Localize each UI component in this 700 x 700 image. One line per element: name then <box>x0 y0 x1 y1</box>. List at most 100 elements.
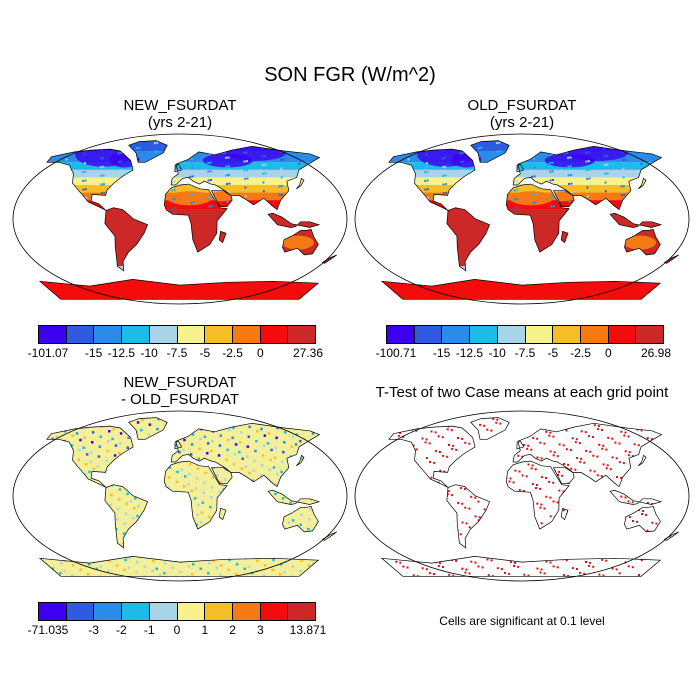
coastline-greenland <box>128 417 168 440</box>
colorbar-new-label: -7.5 <box>166 346 188 360</box>
coastline-nz <box>663 531 680 541</box>
colorbar-old-label: -5 <box>547 346 559 360</box>
land-field <box>381 417 679 577</box>
colorbar-new-swatch-1 <box>39 326 67 343</box>
colorbar-new-label: -10 <box>140 346 158 360</box>
coastline-southamerica <box>446 207 491 272</box>
coastline-northamerica <box>46 148 134 211</box>
panel-title-diff-line1: NEW_FSURDAT <box>123 374 237 391</box>
panel-title-diff: NEW_FSURDAT - OLD_FSURDAT <box>10 374 350 408</box>
colorbar-new-label: -15 <box>84 346 103 360</box>
coastline-greenland <box>470 140 510 163</box>
colorbar-diff-label: 13.871 <box>289 623 327 637</box>
colorbar-old-labels: -100.71 -15 -12.5 -10 -7.5 -5 -2.5 0 26.98 <box>376 346 671 360</box>
coastline-indonesia <box>609 489 663 505</box>
coastlines <box>380 140 680 300</box>
colorbar-new-swatch-5 <box>149 326 178 343</box>
colorbar-diff-swatch-6 <box>177 603 206 620</box>
coastline-uk <box>516 163 525 173</box>
map-new-fsurdat <box>12 133 348 305</box>
coastline-japan <box>296 454 305 467</box>
panel-title-ttest: T-Test of two Case means at each grid po… <box>375 384 669 401</box>
coastline-madagascar <box>218 230 227 244</box>
colorbar-diff-swatch-7 <box>205 603 233 620</box>
colorbar-old-swatch-10 <box>636 326 664 343</box>
panel-title-old: OLD_FSURDAT (yrs 2-21) <box>352 97 692 131</box>
panel-title-new-line1: NEW_FSURDAT <box>123 97 237 114</box>
colorbar-diff-labels: -71.035 -3 -2 -1 0 1 2 3 13.871 <box>28 623 327 637</box>
coastline-antarctica <box>380 279 662 300</box>
colorbar-old-swatch-5 <box>497 326 526 343</box>
colorbar-new <box>38 325 316 344</box>
coastline-madagascar <box>218 507 227 521</box>
coastline-northamerica <box>388 425 476 488</box>
colorbar-new-label: 27.36 <box>292 346 324 360</box>
colorbar-new-label: 0 <box>257 346 264 360</box>
panel-title-old-line1: OLD_FSURDAT <box>467 97 577 114</box>
colorbar-diff-label: 0 <box>173 623 181 637</box>
map-difference <box>12 410 348 582</box>
panel-title-old-line2: (yrs 2-21) <box>489 114 555 131</box>
coastline-africa <box>505 460 570 530</box>
coastline-uk <box>174 163 183 173</box>
coastline-madagascar <box>560 230 569 244</box>
coastline-australia <box>624 505 661 533</box>
coastline-eurasia <box>512 145 663 211</box>
coastline-northamerica <box>388 148 476 211</box>
colorbar-old-label: -100.71 <box>375 346 417 360</box>
coastline-africa <box>505 183 570 253</box>
panel-title-diff-line2: - OLD_FSURDAT <box>120 391 240 408</box>
coastline-indonesia <box>609 212 663 228</box>
colorbar-new-swatch-2 <box>66 326 95 343</box>
colorbar-old-swatch-7 <box>553 326 581 343</box>
colorbar-diff-label: 2 <box>229 623 236 637</box>
colorbar-old-label: 26.98 <box>640 346 672 360</box>
colorbar-old-swatch-2 <box>414 326 443 343</box>
colorbar-new-swatch-8 <box>232 326 261 343</box>
globe-outline <box>12 133 348 305</box>
coastline-indonesia <box>267 489 321 505</box>
globe-outline <box>354 133 690 305</box>
coastline-eurasia <box>170 145 321 211</box>
colorbar-diff-swatch-1 <box>39 603 67 620</box>
coastline-greenland <box>128 140 168 163</box>
coastline-arabia <box>210 190 233 208</box>
figure-title: SON FGR (W/m^2) <box>264 64 436 86</box>
coastline-japan <box>638 177 647 190</box>
significance-note: Cells are significant at 0.1 level <box>439 614 605 628</box>
coastline-indonesia <box>267 212 321 228</box>
colorbar-diff-label: -3 <box>88 623 99 637</box>
coastline-nz <box>663 254 680 264</box>
coastlines <box>380 417 680 577</box>
colorbar-old-label: -2.5 <box>570 346 591 360</box>
coastline-arabia <box>552 467 575 485</box>
colorbar-diff-swatch-10 <box>288 603 316 620</box>
colorbar-new-label: -12.5 <box>107 346 136 360</box>
colorbar-new-label: -101.07 <box>27 346 69 360</box>
coastlines <box>38 417 338 577</box>
globe-outline <box>12 410 348 582</box>
coastline-arabia <box>210 467 233 485</box>
colorbar-new-swatch-10 <box>288 326 316 343</box>
coastline-japan <box>638 454 647 467</box>
coastline-africa <box>163 183 228 253</box>
colorbar-old-swatch-8 <box>580 326 609 343</box>
colorbar-old-label: 0 <box>605 346 612 360</box>
coastline-southamerica <box>104 484 149 549</box>
coastline-uk <box>174 440 183 450</box>
colorbar-diff <box>38 602 316 621</box>
coastline-australia <box>624 228 661 256</box>
colorbar-diff-label: -1 <box>143 623 155 637</box>
coastline-africa <box>163 460 228 530</box>
colorbar-old-label: -10 <box>488 346 506 360</box>
colorbar-old-swatch-9 <box>608 326 637 343</box>
coastline-madagascar <box>560 507 569 521</box>
colorbar-old <box>386 325 664 344</box>
coastline-nz <box>321 254 338 264</box>
globe-outline <box>354 410 690 582</box>
colorbar-diff-swatch-9 <box>260 603 289 620</box>
panel-title-new: NEW_FSURDAT (yrs 2-21) <box>10 97 350 131</box>
coastlines <box>38 140 338 300</box>
colorbar-diff-label: 3 <box>257 623 264 637</box>
